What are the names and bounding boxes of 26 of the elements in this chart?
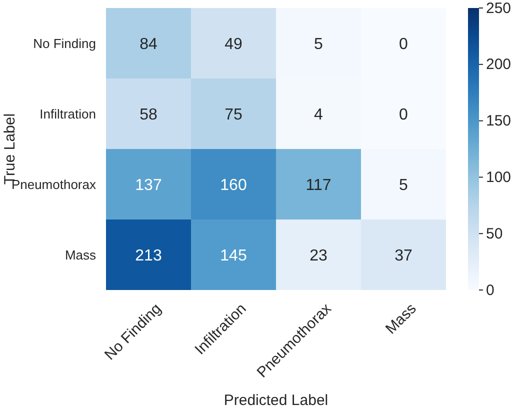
y-tick-label: Mass xyxy=(64,247,96,262)
data-label: 37 xyxy=(394,247,412,264)
data-label: 213 xyxy=(135,247,162,264)
x-axis-title: Predicted Label xyxy=(224,392,328,409)
data-label: 5 xyxy=(399,176,408,194)
data-label: 0 xyxy=(399,106,408,124)
data-label: 117 xyxy=(306,176,332,194)
color-bar-label: 0 xyxy=(486,282,494,299)
data-label: 0 xyxy=(399,36,408,53)
data-label: 160 xyxy=(220,176,247,194)
data-label: 58 xyxy=(140,106,158,124)
y-tick-label: Infiltration xyxy=(40,106,96,122)
color-bar-label: 200 xyxy=(486,56,512,74)
color-bar-label: 100 xyxy=(486,169,512,186)
y-tick-label: No Finding xyxy=(33,36,96,51)
data-label: 84 xyxy=(140,36,158,53)
data-label: 145 xyxy=(220,247,247,264)
data-label: 23 xyxy=(310,247,328,264)
color-bar-label: 50 xyxy=(486,225,503,242)
data-label: 4 xyxy=(314,106,324,124)
color-bar-label: 250 xyxy=(486,0,512,17)
color-bar-label: 150 xyxy=(486,112,512,130)
data-label: 5 xyxy=(314,36,324,53)
data-label: 49 xyxy=(224,36,242,53)
data-label: 137 xyxy=(135,176,162,194)
data-label: 75 xyxy=(224,106,242,124)
